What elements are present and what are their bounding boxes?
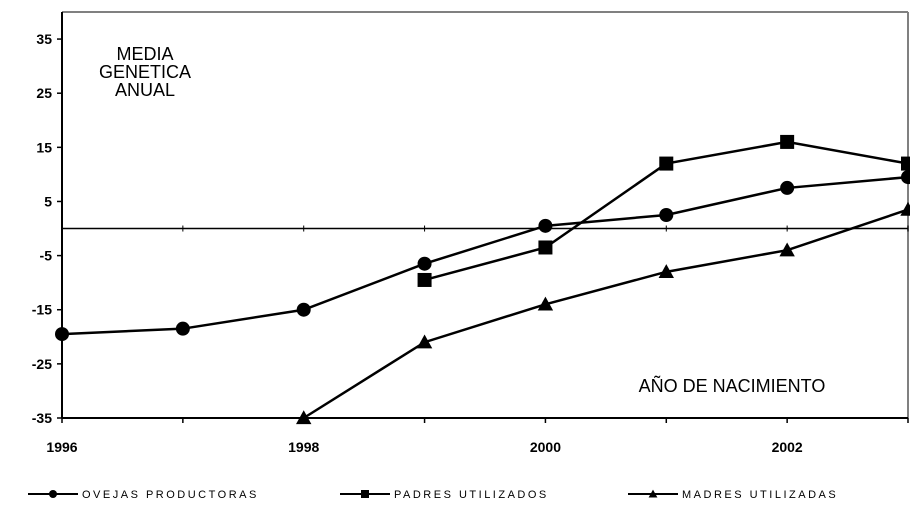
legend-label: MADRES UTILIZADAS: [682, 489, 838, 501]
plot-frame: [61, 11, 909, 419]
y-tick-label: -15: [32, 302, 52, 318]
annotation-line: MEDIA: [116, 44, 173, 64]
annotation-line: ANUAL: [115, 80, 175, 100]
data-point-square: [361, 490, 369, 498]
series-square: [417, 134, 910, 287]
data-point-square: [417, 272, 432, 287]
data-point-circle: [659, 208, 674, 222]
data-point-triangle: [900, 201, 910, 216]
y-tick-label: -5: [40, 248, 53, 264]
legend-item: MADRES UTILIZADAS: [628, 489, 838, 501]
series-line: [303, 208, 909, 420]
series: [55, 134, 910, 425]
y-tick-label: 5: [44, 193, 52, 209]
x-tick-label: 2000: [530, 439, 561, 455]
data-point-square: [780, 134, 795, 149]
data-point-triangle: [658, 264, 674, 278]
axes: 35 25 15 5 -5 -15 -25 -35 1996 1998 2000 2002: [32, 31, 909, 455]
x-tick-label: 2002: [772, 439, 803, 455]
x-axis-annotation: AÑO DE NACIMIENTO: [639, 375, 826, 396]
data-point-square: [538, 240, 553, 255]
data-point-circle: [780, 180, 795, 195]
series-line: [61, 175, 909, 336]
data-point-circle: [538, 218, 553, 233]
y-tick-label: -35: [32, 410, 52, 426]
y-tick-label: -25: [32, 356, 52, 372]
data-point-triangle: [416, 334, 433, 349]
data-point-circle: [417, 256, 432, 271]
y-tick-label: 25: [36, 85, 52, 101]
x-tick-label: 1998: [288, 439, 319, 455]
data-point-circle: [49, 490, 57, 498]
data-point-triangle: [537, 296, 554, 311]
data-point-circle: [296, 302, 311, 317]
legend-label: PADRES UTILIZADOS: [394, 489, 549, 501]
data-point-triangle: [648, 489, 658, 498]
data-point-circle: [901, 170, 910, 185]
data-point-square: [659, 156, 674, 171]
legend-item: OVEJAS PRODUCTORAS: [28, 489, 259, 501]
legend-label: OVEJAS PRODUCTORAS: [82, 489, 259, 501]
y-tick-label: 15: [36, 139, 52, 155]
legend: OVEJAS PRODUCTORAS PADRES UTILIZADOS MADRE…: [28, 489, 838, 501]
annotation-line: GENETICA: [99, 62, 191, 82]
legend-item: PADRES UTILIZADOS: [340, 489, 549, 501]
x-tick-label: 1996: [46, 439, 77, 455]
data-point-triangle: [296, 410, 312, 425]
y-tick-label: 35: [36, 31, 52, 47]
series-triangle: [296, 201, 910, 425]
data-point-square: [901, 156, 910, 171]
series-circle: [55, 170, 910, 342]
data-point-triangle: [779, 242, 795, 257]
data-point-circle: [55, 327, 69, 342]
data-point-circle: [175, 321, 190, 336]
